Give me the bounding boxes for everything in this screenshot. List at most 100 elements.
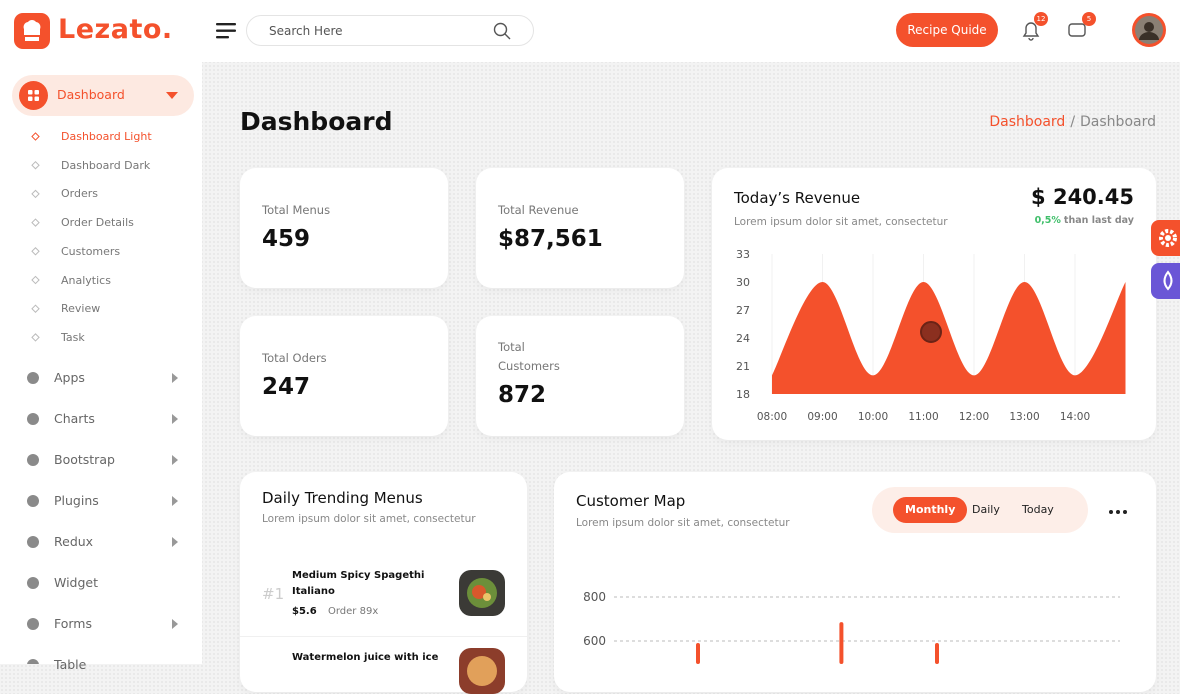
stat-label: Total Revenue [498, 203, 579, 217]
logo-glyph [23, 20, 41, 41]
stat-card: Total Revenue $87,561 [476, 168, 684, 288]
submenu-item[interactable]: Dashboard Dark [61, 158, 151, 172]
breadcrumb-separator: / [1070, 114, 1076, 130]
shape [28, 96, 33, 101]
customer-map-card: Customer Map Lorem ipsum dolor sit amet,… [554, 472, 1156, 692]
stat-label: Total Customers [498, 340, 560, 373]
caret [166, 92, 178, 99]
tab[interactable]: Daily [972, 503, 1000, 516]
active-menu-label: Dashboard [57, 87, 125, 102]
shape [1163, 270, 1173, 291]
search-placeholder: Search Here [269, 24, 343, 38]
shape [1109, 510, 1113, 514]
item-orders: Order 89x [328, 606, 379, 617]
submenu-item[interactable]: Review [61, 302, 101, 316]
breadcrumb-link[interactable]: Dashboard [989, 114, 1066, 130]
tab[interactable]: Today [1022, 503, 1054, 516]
shape [28, 90, 33, 95]
breadcrumb: Dashboard / Dashboard [989, 114, 1156, 130]
stat-value: 247 [262, 374, 311, 400]
shape [34, 96, 39, 101]
search-icon [493, 22, 511, 40]
menu-toggle[interactable] [216, 22, 238, 40]
drop-icon [1163, 270, 1173, 291]
revenue-change: 0,5% than last day [1035, 215, 1134, 226]
map-subtitle: Lorem ipsum dolor sit amet, consectetur [576, 517, 790, 529]
change-note: than last day [1063, 215, 1134, 226]
active-menu-item[interactable]: Dashboard [12, 75, 194, 116]
menu-item[interactable]: Table [54, 657, 87, 672]
stat-card: Total Customers 872 [476, 316, 684, 436]
sidebar [0, 62, 202, 664]
stat-card: Total Oders 247 [240, 316, 448, 436]
trending-subtitle: Lorem ipsum dolor sit amet, consectetur [262, 513, 476, 525]
menu-item[interactable]: Plugins [54, 493, 99, 508]
shape [1123, 510, 1127, 514]
avatar[interactable] [1131, 12, 1167, 48]
menu-item[interactable]: Bootstrap [54, 452, 115, 467]
item-image [459, 570, 505, 616]
submenu-item[interactable]: Task [61, 330, 85, 344]
stat-value: 872 [498, 382, 547, 408]
revenue-amount: $ 240.45 [1031, 185, 1134, 209]
map-title: Customer Map [576, 492, 686, 510]
item-rank: #1 [262, 585, 285, 603]
dashboard-icon [19, 81, 48, 110]
menu-item[interactable]: Forms [54, 616, 93, 631]
change-percent: 0,5% [1034, 215, 1061, 226]
shape [216, 36, 229, 39]
more-button[interactable] [1108, 507, 1128, 517]
trending-title: Daily Trending Menus [262, 489, 423, 507]
shape [34, 90, 39, 95]
submenu-item[interactable]: Analytics [61, 273, 111, 287]
shape [1068, 23, 1086, 37]
top-bar: Lezato. Search Here Recipe Quide 12 5 [0, 0, 1180, 62]
item-name: Medium Spicy Spagethi Italiano [292, 570, 425, 597]
stat-label: Total Menus [262, 203, 331, 217]
submenu-item[interactable]: Order Details [61, 216, 134, 230]
menu-item[interactable]: Widget [54, 575, 99, 590]
shape [1022, 22, 1040, 41]
shape [1139, 32, 1159, 40]
chat-icon[interactable] [1066, 20, 1088, 42]
shape [23, 20, 41, 41]
submenu-item[interactable]: Orders [61, 187, 98, 201]
notification-badge: 12 [1034, 12, 1048, 26]
revenue-card: Today’s Revenue Lorem ipsum dolor sit am… [712, 168, 1156, 440]
shape [472, 585, 486, 599]
shape [1144, 22, 1154, 32]
shape [467, 656, 497, 686]
item-price: $5.6 [292, 606, 317, 617]
page-title: Dashboard [240, 107, 393, 136]
shape [1159, 229, 1177, 247]
shape [493, 22, 508, 37]
shape [216, 23, 236, 26]
stat-value: $87,561 [498, 226, 603, 252]
menu-item[interactable]: Apps [54, 370, 85, 385]
shape [483, 593, 491, 601]
submenu-item[interactable]: Customers [61, 244, 121, 258]
stat-card: Total Menus 459 [240, 168, 448, 288]
submenu-item[interactable]: Dashboard Light [61, 130, 152, 143]
bell-icon[interactable] [1020, 20, 1042, 42]
breadcrumb-current: Dashboard [1080, 114, 1156, 130]
search-box[interactable]: Search Here [246, 15, 534, 46]
theme-button[interactable] [1151, 263, 1180, 299]
trending-card: Daily Trending Menus Lorem ipsum dolor s… [240, 472, 527, 694]
menu-item[interactable]: Redux [54, 534, 94, 549]
shape [216, 29, 236, 32]
recipe-button[interactable]: Recipe Quide [896, 13, 998, 47]
tab[interactable]: Monthly [893, 497, 968, 523]
revenue-title: Today’s Revenue [734, 189, 861, 207]
item-divider [240, 636, 527, 637]
shape [1116, 510, 1120, 514]
stat-label: Total Oders [262, 351, 327, 365]
shape [1165, 235, 1171, 241]
shape [166, 92, 178, 99]
item-image [459, 648, 505, 694]
settings-button[interactable] [1151, 220, 1180, 256]
revenue-subtitle: Lorem ipsum dolor sit amet, consectetur [734, 216, 948, 228]
menu-item[interactable]: Charts [54, 411, 95, 426]
